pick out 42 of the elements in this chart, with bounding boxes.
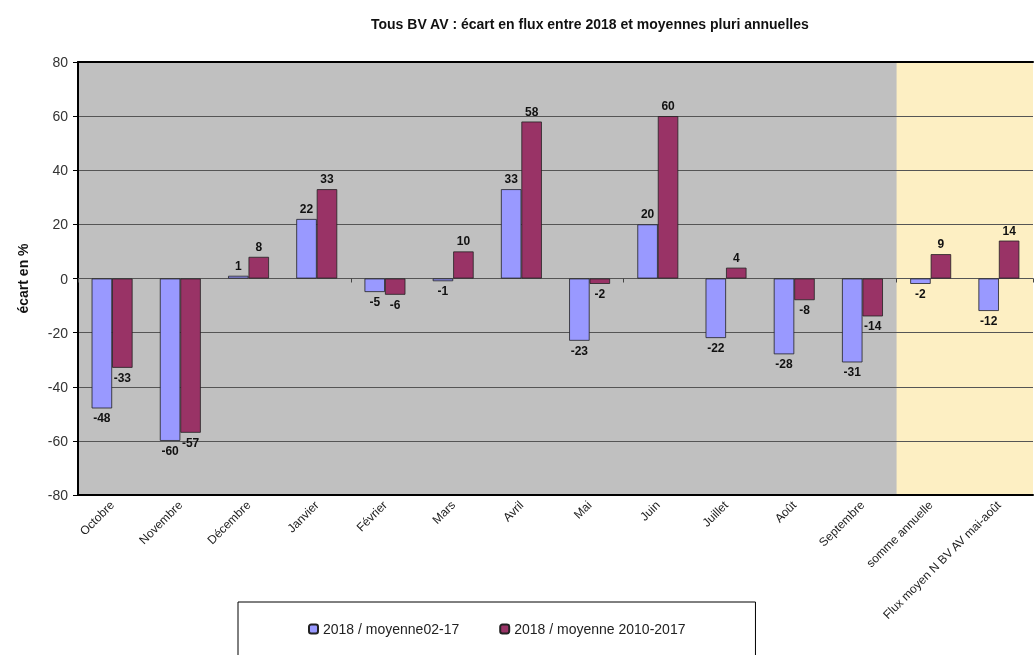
y-axis-title: écart en %: [15, 242, 31, 314]
y-tick-label: -60: [47, 432, 69, 449]
data-label: 60: [661, 99, 676, 114]
data-label: -2: [594, 286, 606, 301]
x-tick-label: Mai: [571, 498, 595, 522]
data-label: 33: [504, 172, 519, 187]
data-label: 33: [320, 172, 334, 187]
data-label: -14: [864, 319, 882, 334]
data-label: 14: [1002, 223, 1017, 238]
data-label: -8: [799, 303, 811, 318]
data-label: -6: [389, 297, 401, 312]
data-label: -23: [570, 343, 589, 358]
data-label: -48: [93, 411, 111, 426]
chart-title: Tous BV AV : écart en flux entre 2018 et moyennes pluri annuelles: [371, 16, 809, 32]
data-label: 1: [234, 258, 242, 273]
y-tick-label: -40: [47, 378, 69, 395]
data-label: 58: [524, 104, 539, 119]
y-tick-label: 40: [52, 162, 69, 179]
y-tick-label: 60: [52, 108, 69, 125]
y-tick-label: 80: [52, 54, 69, 70]
data-label: -33: [113, 370, 132, 385]
data-label: 9: [937, 237, 945, 252]
data-label: 22: [299, 201, 314, 216]
legend-label: 2018 / moyenne 2010-2017: [514, 621, 686, 637]
data-label: -1: [437, 284, 449, 299]
data-label: -60: [161, 443, 180, 458]
data-label: -22: [707, 341, 725, 356]
y-tick-label: -80: [47, 487, 69, 503]
y-tick-label: -20: [47, 324, 69, 341]
y-tick-label: 0: [60, 270, 69, 287]
y-tick-label: 20: [52, 216, 69, 233]
data-label: 4: [732, 250, 740, 265]
data-label: 8: [255, 239, 263, 254]
data-label: -31: [843, 365, 862, 380]
data-label: -28: [775, 357, 794, 372]
data-label: -12: [979, 313, 998, 328]
x-tick-label: Juin: [637, 498, 663, 524]
data-label: 20: [640, 207, 655, 222]
data-label: -2: [915, 286, 927, 301]
data-label: -5: [369, 295, 381, 310]
legend-label: 2018 / moyenne02-17: [323, 621, 460, 637]
data-label: 10: [456, 234, 471, 249]
